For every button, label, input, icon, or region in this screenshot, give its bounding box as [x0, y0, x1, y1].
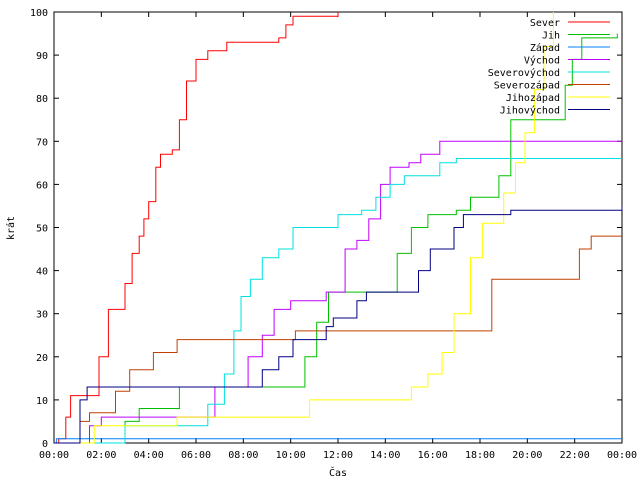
x-tick-label: 00:00: [607, 450, 637, 461]
y-tick-label: 80: [36, 94, 48, 105]
x-tick-label: 16:00: [418, 450, 448, 461]
x-tick-label: 02:00: [86, 450, 116, 461]
series-line: [54, 12, 339, 444]
legend-label: Jih: [542, 31, 560, 42]
y-tick-label: 40: [36, 267, 48, 278]
y-tick-label: 60: [36, 180, 48, 191]
legend-label: Severozápad: [494, 80, 560, 92]
legend-label: Jihovýchod: [500, 105, 560, 117]
y-axis-ticks: 0 10 20 30 40 50 60 70 80 90 100: [30, 8, 622, 450]
legend: Sever JihZápadVýchodSeverovýchodSeverozáp…: [488, 18, 610, 117]
x-tick-label: 20:00: [512, 450, 542, 461]
x-tick-label: 08:00: [228, 450, 258, 461]
series-line: [54, 12, 554, 444]
legend-label: Východ: [524, 55, 560, 67]
x-tick-label: 00:00: [39, 450, 69, 461]
y-tick-label: 30: [36, 310, 48, 321]
y-tick-label: 90: [36, 51, 48, 62]
x-tick-label: 14:00: [370, 450, 400, 461]
x-axis-ticks: 00:00 02:00 04:00 06:00 08:00 10:00 12:00 14:00…: [39, 12, 637, 461]
x-tick-label: 22:00: [560, 450, 590, 461]
legend-label: Sever: [530, 18, 560, 29]
y-tick-label: 70: [36, 137, 48, 148]
y-tick-label: 20: [36, 353, 48, 364]
x-tick-label: 04:00: [134, 450, 164, 461]
series-line: [54, 33, 618, 444]
x-tick-label: 06:00: [181, 450, 211, 461]
series-line: [54, 140, 622, 444]
y-tick-label: 0: [42, 439, 48, 450]
series-line: [54, 158, 622, 444]
series-line: [54, 205, 623, 444]
series-lines: [54, 12, 623, 444]
y-tick-label: 10: [36, 396, 48, 407]
series-line: [54, 235, 622, 444]
legend-label: Severovýchod: [488, 67, 560, 79]
y-axis-label: krát: [5, 216, 17, 240]
x-tick-label: 18:00: [465, 450, 495, 461]
x-tick-label: 10:00: [276, 450, 306, 461]
y-tick-label: 100: [30, 8, 48, 19]
x-tick-label: 12:00: [323, 450, 353, 461]
x-axis-label: Čas: [329, 466, 347, 479]
y-tick-label: 50: [36, 224, 48, 235]
legend-label: Jihozápad: [506, 92, 560, 104]
legend-label: Západ: [530, 42, 560, 54]
